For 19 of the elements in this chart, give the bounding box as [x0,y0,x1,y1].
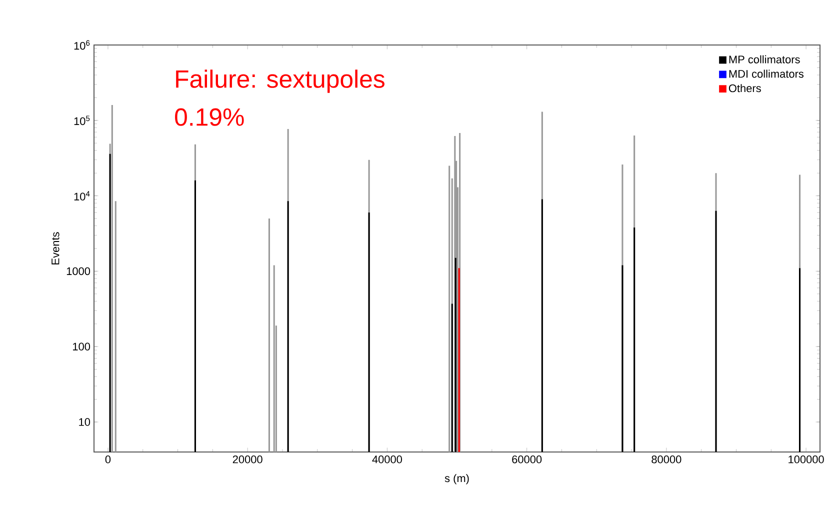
x-tick-label: 100000 [788,456,824,464]
y-tick-label: 10 [79,418,90,426]
y-axis-title: Events [52,232,60,264]
y-tick-label: 100 [73,342,90,350]
annotation: 0.19% [175,108,244,126]
x-tick-label: 20000 [232,456,262,464]
legend-label: MDI collimators [729,70,804,78]
x-tick-label: 60000 [512,456,542,464]
y-tick-label: 1000 [66,267,90,276]
x-tick-label: 80000 [652,456,682,464]
y-tick-label: 10$^{5}$ [74,116,90,126]
legend-label: Others [728,84,761,92]
x-axis-title: s (m) [444,474,469,484]
y-tick-label: 10$^{6}$ [74,40,90,50]
legend-label: MP collimators [729,55,800,64]
annotation: Failure: sextupoles [176,70,384,93]
x-tick-label: 40000 [372,456,402,464]
x-tick-label: 0 [105,456,111,464]
y-tick-label: 10$^{4}$ [74,191,90,200]
